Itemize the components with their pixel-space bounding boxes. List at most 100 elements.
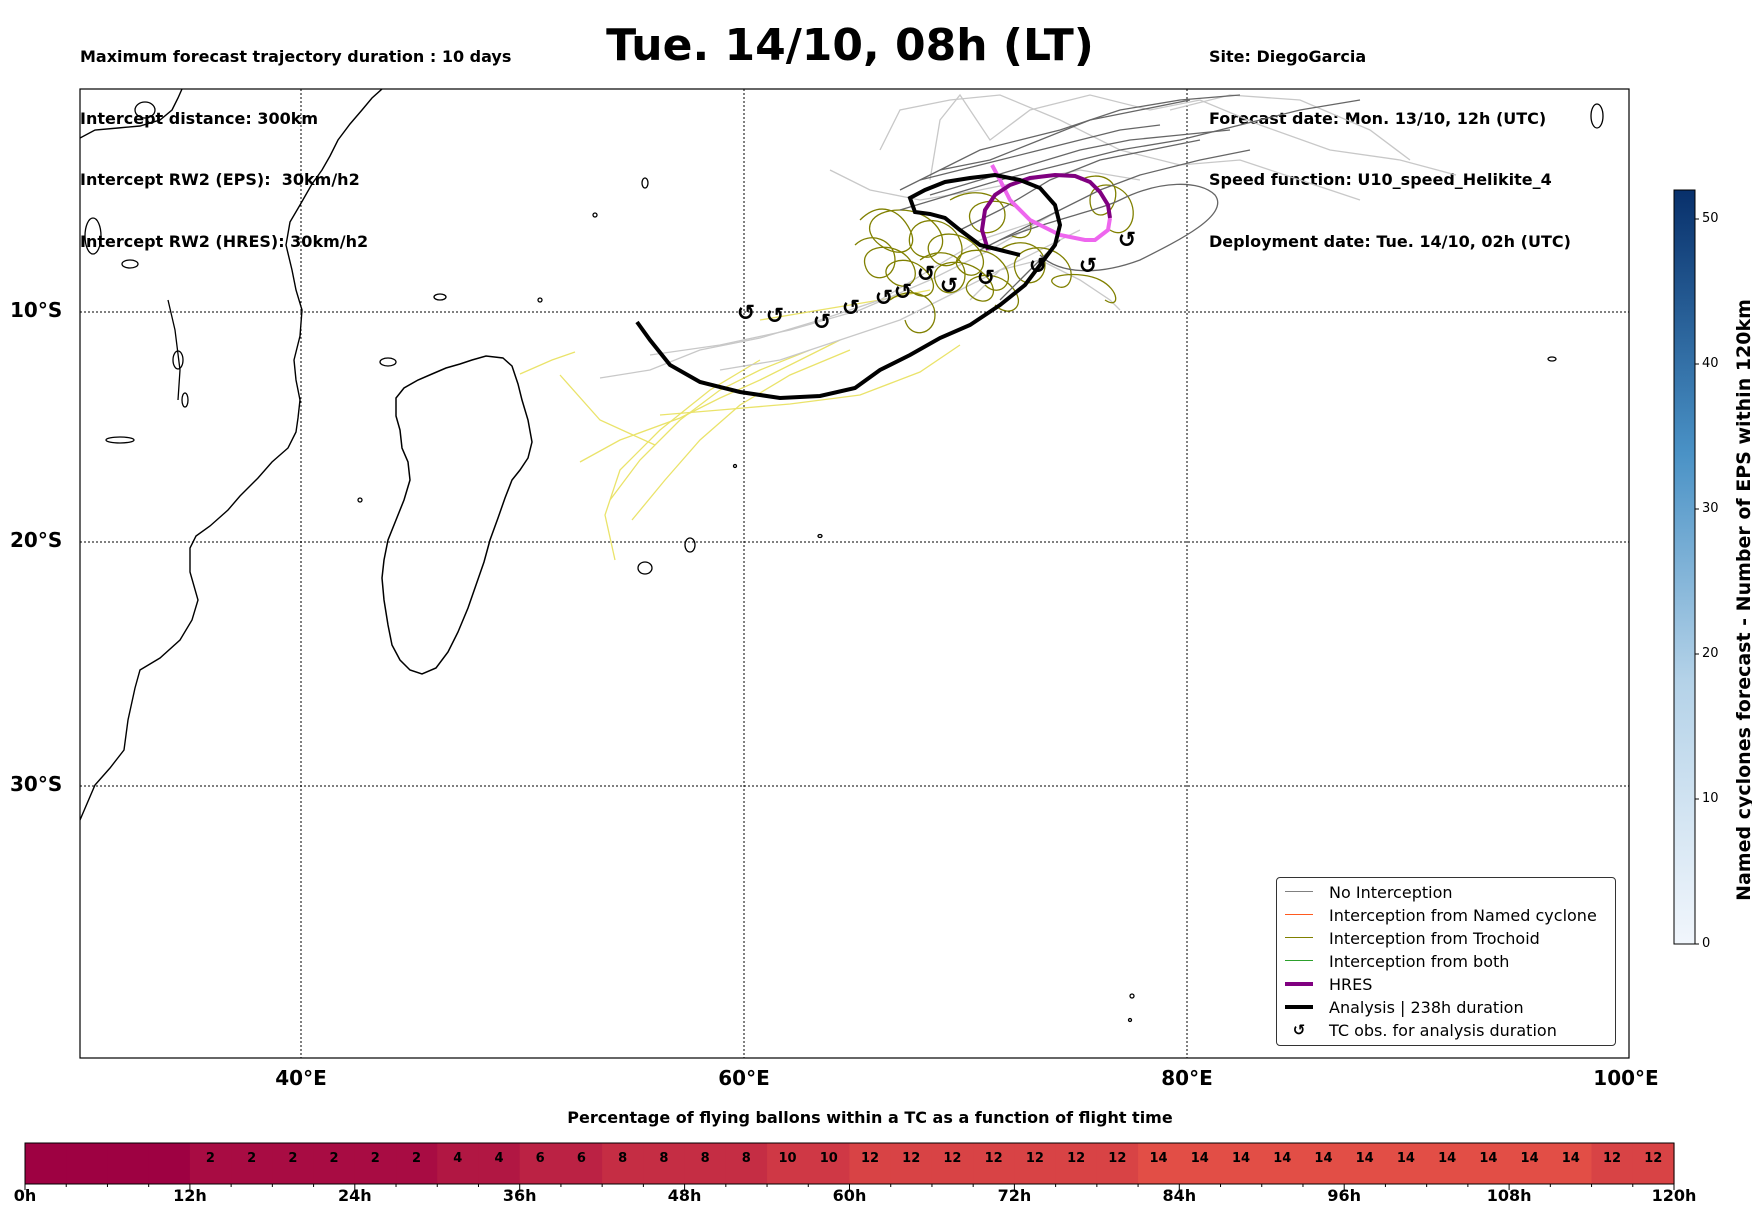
legend-label: Interception from both	[1329, 951, 1510, 971]
tc-obs-icon: ↺	[1118, 228, 1136, 253]
heatbar-cell	[313, 1143, 356, 1184]
tc-obs-icon: ↺	[917, 262, 935, 287]
heatbar-cell-value: 12	[984, 1151, 1003, 1166]
colorbar-ticks	[1695, 218, 1699, 945]
heatbar-cell-value: 14	[1438, 1151, 1457, 1166]
heatbar-cell-value: 12	[860, 1151, 880, 1166]
map-gridlines	[80, 89, 1629, 1058]
legend-line-trochoid	[1285, 937, 1313, 938]
heatbar-cell-value: 12	[1025, 1151, 1044, 1166]
heatbar-cell-value: 6	[535, 1151, 545, 1166]
madagascar-coastline	[381, 355, 533, 675]
hres-track-pink	[990, 164, 1112, 242]
heatbar-cell-value: 12	[1603, 1151, 1622, 1166]
heatbar-tick-label: 24h	[337, 1186, 372, 1205]
legend-line-no-interception	[1285, 891, 1313, 892]
heatbar-cell	[107, 1143, 150, 1184]
heatbar-cell-value: 14	[1520, 1151, 1539, 1166]
colorbar-tick-label: 50	[1702, 211, 1719, 226]
heatbar-cell-value: 8	[741, 1151, 751, 1166]
heatbar-tick-label: 36h	[502, 1186, 537, 1205]
heatbar-cell-value: 2	[205, 1151, 215, 1166]
colorbar-tick-label: 30	[1702, 501, 1719, 516]
lon-label: 60°E	[718, 1066, 770, 1090]
yellow-trajectories	[519, 289, 961, 561]
heatbar-cell	[1055, 1143, 1098, 1184]
africa-horn-coast	[80, 89, 183, 139]
legend-line-named-cyclone	[1285, 914, 1313, 915]
header-right-line: Site: DiegoGarcia	[1209, 47, 1367, 66]
heatbar-cell	[1179, 1143, 1222, 1184]
heatbar-cell	[560, 1143, 603, 1184]
tc-obs-icon: ↺	[842, 296, 860, 321]
header-left-line: Intercept RW2 (HRES): 30km/h2	[80, 231, 369, 251]
heatbar-cell-value: 8	[659, 1151, 669, 1166]
heatbar-cell-value: 10	[778, 1151, 797, 1166]
legend-item: Interception from Trochoid	[1277, 927, 1540, 949]
heatbar-cell-value: 14	[1231, 1151, 1251, 1166]
heatbar-cell	[66, 1143, 109, 1184]
heatbar-cell	[931, 1143, 974, 1184]
heatbar-cell	[25, 1143, 67, 1184]
colorbar-tick-label: 10	[1702, 791, 1719, 806]
heatbar-title: Percentage of flying ballons within a TC…	[567, 1108, 1173, 1127]
heatbar-cell-value: 2	[288, 1151, 298, 1166]
heatbar-tick-label: 96h	[1327, 1186, 1362, 1205]
heatbar-cell-value: 2	[247, 1151, 257, 1166]
heatbar-cell	[1426, 1143, 1469, 1184]
africa-coastline	[80, 89, 383, 821]
legend-item: Interception from both	[1277, 950, 1509, 972]
heatbar-cell-value: 8	[700, 1151, 710, 1166]
heatbar-cell	[1385, 1143, 1428, 1184]
heatbar-cell	[1014, 1143, 1057, 1184]
heatbar-cell	[684, 1143, 727, 1184]
heatbar-cell-value: 8	[618, 1151, 628, 1166]
map-legend: No Interception Interception from Named …	[1276, 877, 1616, 1046]
heatbar-cell-value: 14	[1561, 1151, 1580, 1166]
heatbar-tick-label: 48h	[667, 1186, 702, 1205]
header-right-line: Deployment date: Tue. 14/10, 02h (UTC)	[1209, 231, 1571, 251]
lat-label: 30°S	[10, 772, 63, 796]
heatbar-cell	[437, 1143, 480, 1184]
header-left-line: Maximum forecast trajectory duration : 1…	[80, 47, 512, 66]
heatbar-cell-value: 14	[1314, 1151, 1333, 1166]
heatbar-cell-value: 12	[902, 1151, 921, 1166]
heatbar-cell	[1220, 1143, 1263, 1184]
tc-obs-icon: ↺	[737, 301, 755, 326]
tc-obs-icon: ↺	[940, 274, 958, 299]
heatbar-cell-value: 2	[329, 1151, 339, 1166]
heatbar-cell-value: 14	[1479, 1151, 1498, 1166]
analysis-track	[635, 172, 1063, 401]
colorbar-tick-label: 20	[1702, 646, 1719, 661]
page-title: Tue. 14/10, 08h (LT)	[606, 20, 1094, 71]
heatbar-tick-label: 108h	[1486, 1186, 1532, 1205]
islands	[84, 101, 1604, 1023]
heatbar-tick-label: 0h	[13, 1186, 37, 1205]
heatbar-cell	[973, 1143, 1015, 1184]
legend-label: No Interception	[1329, 882, 1453, 902]
heatbar-cell	[602, 1143, 644, 1184]
legend-item: ↺ TC obs. for analysis duration	[1277, 1019, 1557, 1041]
heatbar-cell	[478, 1143, 521, 1184]
heatbar-tick-label: 12h	[173, 1186, 207, 1205]
header-left-line: Intercept RW2 (EPS): 30km/h2	[80, 170, 360, 189]
tc-obs-icon: ↺	[1029, 254, 1047, 279]
heatbar-cell	[643, 1143, 686, 1184]
heatbar-tick-label: 72h	[997, 1186, 1032, 1205]
heatbar-ticks	[24, 1184, 1675, 1190]
lon-label: 80°E	[1161, 1066, 1213, 1090]
legend-item: HRES	[1277, 973, 1372, 995]
heatbar-cell-value: 4	[494, 1151, 504, 1166]
tc-obs-icon: ↺	[977, 266, 995, 291]
heatbar-cell	[1591, 1143, 1634, 1184]
heatbar-cell	[890, 1143, 933, 1184]
heatbar-tick-label: 60h	[832, 1186, 867, 1205]
heatbar-cell	[396, 1143, 438, 1184]
heatbar-cell-value: 14	[1190, 1151, 1209, 1166]
heatbar-cell	[519, 1143, 562, 1184]
heatbar-cell	[231, 1143, 273, 1184]
heatbar-cell	[272, 1143, 315, 1184]
heatbar-tick-label: 120h	[1651, 1186, 1697, 1205]
heatbar-cell-value: 6	[576, 1151, 586, 1166]
